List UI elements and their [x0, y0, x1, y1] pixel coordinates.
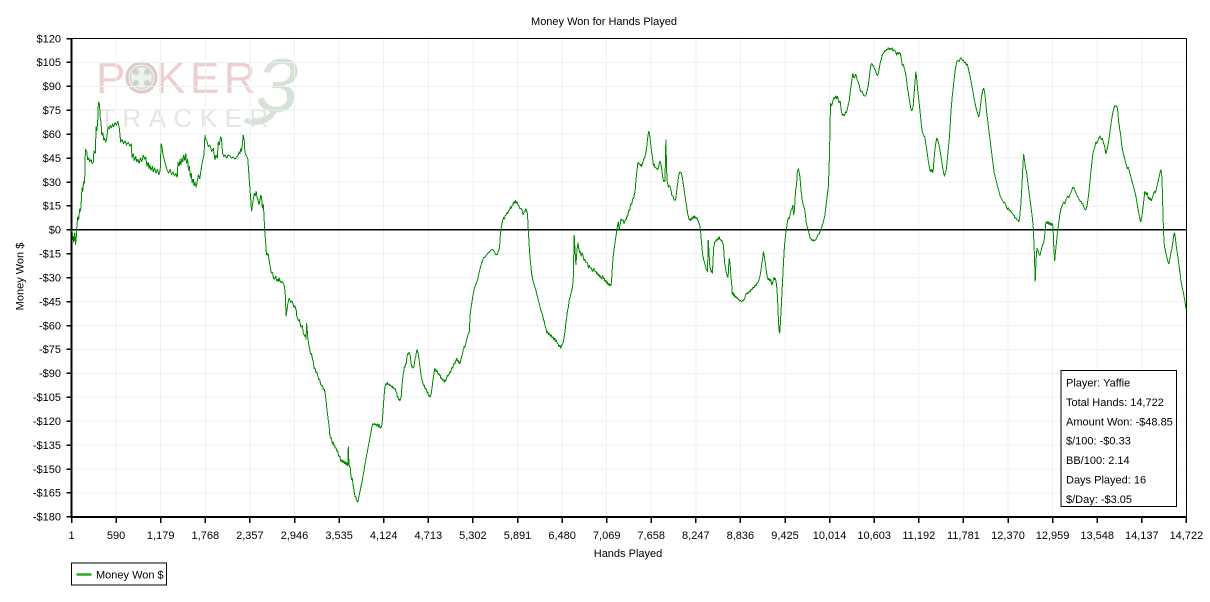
svg-text:5,302: 5,302: [459, 530, 487, 542]
svg-text:7,069: 7,069: [593, 530, 621, 542]
svg-text:-$90: -$90: [39, 368, 61, 380]
svg-text:10,603: 10,603: [857, 530, 891, 542]
svg-text:$45: $45: [43, 153, 61, 165]
svg-text:-$180: -$180: [33, 512, 61, 524]
svg-text:$90: $90: [43, 81, 61, 93]
svg-text:Money Won for Hands Played: Money Won for Hands Played: [531, 16, 677, 28]
svg-text:-$15: -$15: [39, 249, 61, 261]
svg-text:13,548: 13,548: [1080, 530, 1114, 542]
svg-text:$30: $30: [43, 177, 61, 189]
svg-text:$0: $0: [49, 225, 61, 237]
svg-text:8,836: 8,836: [727, 530, 755, 542]
svg-text:11,781: 11,781: [947, 530, 980, 542]
svg-text:11,192: 11,192: [902, 530, 935, 542]
svg-text:590: 590: [107, 530, 125, 542]
svg-text:4,124: 4,124: [370, 530, 398, 542]
svg-text:1,179: 1,179: [147, 530, 175, 542]
svg-text:-$120: -$120: [33, 416, 61, 428]
svg-text:1,768: 1,768: [192, 530, 220, 542]
svg-text:-$135: -$135: [33, 440, 61, 452]
svg-text:Money Won $: Money Won $: [15, 243, 27, 311]
svg-text:$60: $60: [43, 129, 61, 141]
svg-text:Player: Yaffie: Player: Yaffie: [1066, 378, 1130, 390]
svg-text:14,722: 14,722: [1170, 530, 1204, 542]
svg-text:-$45: -$45: [39, 296, 61, 308]
svg-text:14,137: 14,137: [1125, 530, 1159, 542]
svg-text:TRACKER: TRACKER: [99, 103, 276, 133]
svg-text:9,425: 9,425: [771, 530, 799, 542]
svg-text:$75: $75: [43, 105, 61, 117]
svg-text:3,535: 3,535: [325, 530, 353, 542]
svg-text:4,713: 4,713: [415, 530, 443, 542]
svg-text:Amount Won: -$48.85: Amount Won: -$48.85: [1066, 416, 1173, 428]
svg-text:$/Day: -$3.05: $/Day: -$3.05: [1066, 494, 1132, 506]
svg-text:-$75: -$75: [39, 344, 61, 356]
svg-text:Total Hands: 14,722: Total Hands: 14,722: [1066, 397, 1164, 409]
svg-text:Hands Played: Hands Played: [594, 548, 663, 560]
svg-text:KER: KER: [156, 54, 260, 103]
svg-text:6,480: 6,480: [548, 530, 576, 542]
svg-text:Money Won $: Money Won $: [96, 570, 164, 582]
svg-text:2,357: 2,357: [236, 530, 264, 542]
svg-text:P: P: [96, 54, 125, 103]
svg-text:-$60: -$60: [39, 320, 61, 332]
svg-text:-$150: -$150: [33, 464, 61, 476]
svg-text:8,247: 8,247: [682, 530, 710, 542]
svg-text:Days Played: 16: Days Played: 16: [1066, 475, 1146, 487]
svg-text:-$105: -$105: [33, 392, 61, 404]
svg-text:7,658: 7,658: [637, 530, 665, 542]
svg-text:12,370: 12,370: [991, 530, 1025, 542]
svg-text:-$165: -$165: [33, 488, 61, 500]
svg-text:12,959: 12,959: [1036, 530, 1070, 542]
svg-text:1: 1: [68, 530, 74, 542]
svg-text:2,946: 2,946: [281, 530, 309, 542]
svg-text:$120: $120: [37, 33, 61, 45]
svg-text:5,891: 5,891: [504, 530, 532, 542]
svg-text:BB/100: 2.14: BB/100: 2.14: [1066, 455, 1130, 467]
svg-text:10,014: 10,014: [813, 530, 847, 542]
svg-text:$15: $15: [43, 201, 61, 213]
svg-text:$/100: -$0.33: $/100: -$0.33: [1066, 436, 1131, 448]
svg-text:$105: $105: [37, 57, 61, 69]
svg-text:-$30: -$30: [39, 272, 61, 284]
